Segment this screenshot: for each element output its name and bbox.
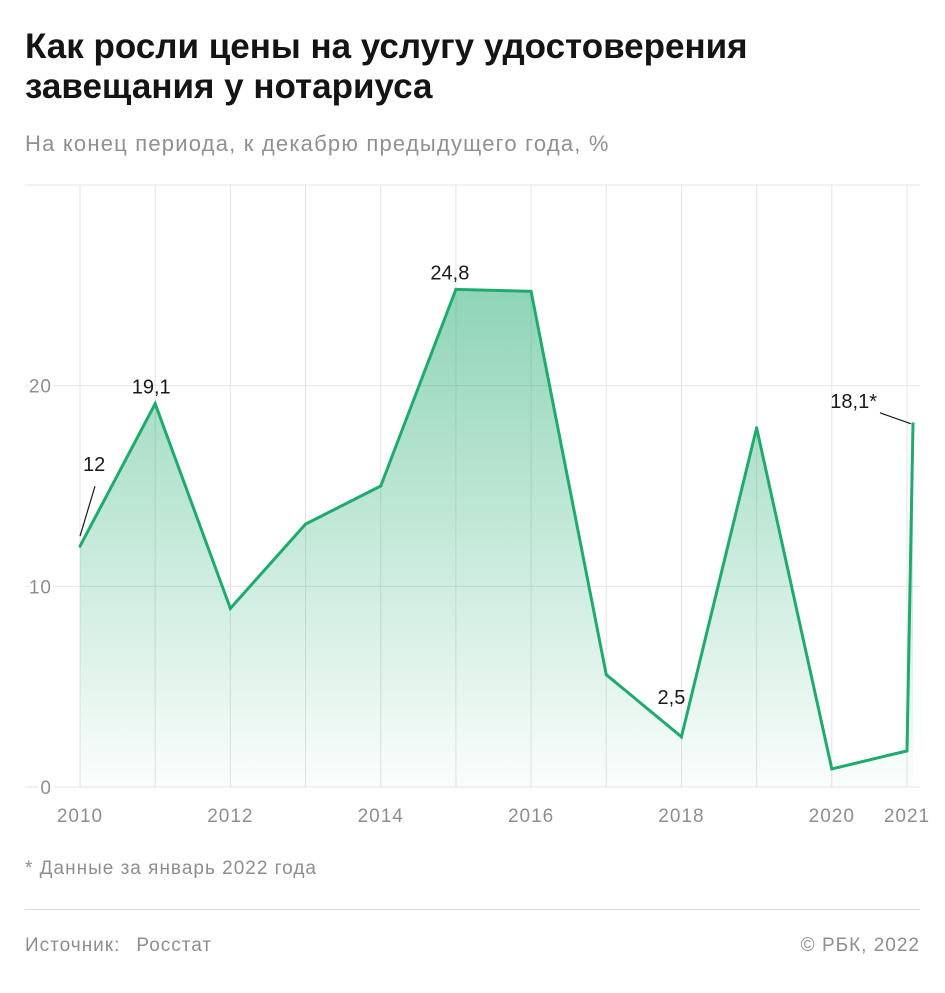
area-fill bbox=[80, 289, 913, 787]
y-tick-label: 0 bbox=[40, 778, 52, 799]
y-tick-label: 10 bbox=[29, 577, 52, 598]
chart-subtitle: На конец периода, к декабрю предыдущего … bbox=[25, 131, 610, 156]
data-point bbox=[228, 606, 232, 610]
x-tick-label: 2021 bbox=[884, 806, 930, 827]
data-point bbox=[830, 767, 834, 771]
source-value: Росстат bbox=[136, 935, 213, 956]
axis-tick-labels: 2010 2012 2014 2016 2018 2020 2021 0 10 20 bbox=[26, 374, 930, 827]
data-labels: 12 19,1 24,8 2,5 18,1* bbox=[79, 262, 912, 709]
x-tick-label: 2012 bbox=[207, 806, 253, 827]
area-chart: 2010 2012 2014 2016 2018 2020 2021 0 10 20 12 19,1… bbox=[25, 184, 930, 827]
footer-divider bbox=[25, 909, 920, 910]
data-label: 12 bbox=[83, 454, 105, 476]
x-tick-label: 2016 bbox=[508, 806, 554, 827]
data-point bbox=[911, 422, 915, 426]
area-layer bbox=[80, 289, 913, 787]
data-point bbox=[604, 673, 608, 677]
chart-title: Как росли цены на услугу удостоверения з… bbox=[25, 27, 748, 106]
copyright: © РБК, 2022 bbox=[800, 935, 920, 956]
data-point bbox=[304, 522, 308, 526]
series-layer bbox=[78, 287, 915, 771]
data-point bbox=[454, 287, 458, 291]
y-tick-label: 20 bbox=[29, 377, 52, 398]
data-point bbox=[529, 289, 533, 293]
x-tick-label: 2010 bbox=[57, 806, 103, 827]
data-label: 19,1 bbox=[132, 377, 171, 399]
data-label: 24,8 bbox=[430, 262, 469, 284]
data-point bbox=[679, 735, 683, 739]
leader-line bbox=[879, 412, 912, 425]
source-label: Источник: bbox=[25, 935, 121, 956]
x-tick-label: 2020 bbox=[809, 806, 855, 827]
source-line: Источник: Росстат bbox=[25, 934, 212, 958]
footnote: * Данные за январь 2022 года bbox=[25, 858, 317, 879]
data-label: 2,5 bbox=[658, 687, 686, 709]
data-point bbox=[153, 402, 157, 406]
data-point bbox=[905, 749, 909, 753]
data-point bbox=[78, 544, 82, 548]
data-label: 18,1* bbox=[830, 391, 877, 413]
leader-line bbox=[79, 486, 96, 537]
x-tick-label: 2018 bbox=[658, 806, 704, 827]
data-point bbox=[379, 484, 383, 488]
data-point bbox=[755, 426, 759, 430]
x-tick-label: 2014 bbox=[358, 806, 404, 827]
